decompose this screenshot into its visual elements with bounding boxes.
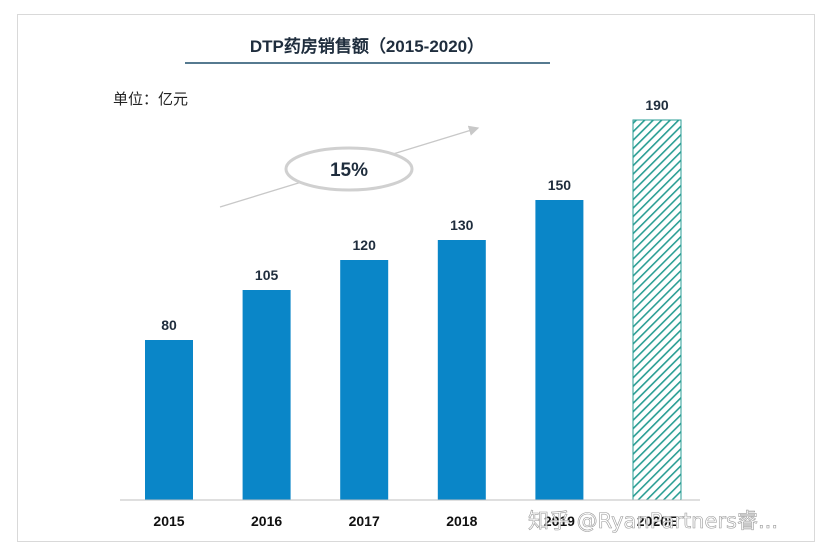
x-tick-label-2020E: 2020E: [637, 513, 677, 529]
bars-group: [145, 119, 682, 501]
chart-title: DTP药房销售额（2015-2020）: [250, 36, 484, 56]
x-tick-label-2017: 2017: [349, 513, 380, 529]
bar-2020E: [632, 119, 682, 501]
bar-2018: [437, 240, 486, 500]
bar-2015: [145, 340, 193, 500]
value-label-2018: 130: [450, 217, 474, 233]
x-tick-label-2016: 2016: [251, 513, 282, 529]
cagr-ellipse: [284, 146, 414, 192]
value-label-2016: 105: [255, 267, 279, 283]
bar-2017: [340, 260, 389, 500]
x-tick-label-2015: 2015: [153, 513, 184, 529]
watermark-text: 知乎 @RyanPartners睿...: [528, 509, 778, 533]
cagr-label: 15%: [330, 160, 368, 181]
value-label-2015: 80: [161, 317, 177, 333]
x-tick-label-2018: 2018: [446, 513, 477, 529]
bar-2016: [242, 290, 291, 500]
value-label-2017: 120: [353, 237, 377, 253]
value-label-2019: 150: [548, 177, 572, 193]
bar-2019: [535, 200, 584, 500]
unit-label: 单位：亿元: [113, 90, 188, 108]
value-label-2020E: 190: [645, 97, 669, 113]
x-tick-labels-group: 2015 2016 2017 2018 2019 2020E: [153, 513, 677, 529]
x-tick-label-2019: 2019: [544, 513, 575, 529]
chart-frame: [17, 14, 815, 542]
value-labels-group: 80 105 120 130 150 190: [161, 97, 669, 333]
